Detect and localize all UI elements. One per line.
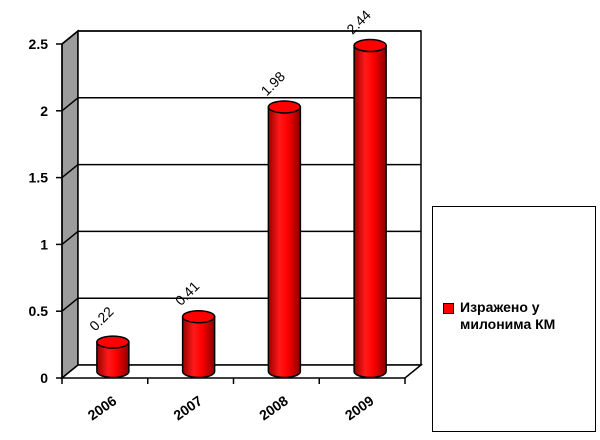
bar-body [267,106,302,379]
legend-entry: Изражено у милонима КМ [443,299,592,333]
floor [59,364,424,379]
gridline-side [61,297,79,312]
side-wall [61,29,79,380]
y-tick-label: 1.5 [29,170,49,186]
x-tick-label: 2008 [256,392,291,423]
legend-swatch [443,303,454,314]
y-tick-label: 1 [40,236,48,252]
gridline-side [61,30,79,45]
legend-series-label: Изражено у милонима КМ [460,299,556,332]
bar-body [96,341,130,379]
bar-top [96,335,130,349]
y-tick-label: 2 [40,103,48,119]
y-tick-label: 0.5 [29,303,49,319]
bar [181,309,216,379]
bar-body [353,44,387,379]
gridline-side [61,164,79,179]
bar [353,38,387,379]
bar [96,335,130,379]
x-tick-label: 2006 [85,392,120,423]
y-tick-label: 0 [40,370,48,386]
bar-body [181,315,216,379]
legend: Изражено у милонима КМ [432,206,596,432]
x-tick-label: 2007 [170,392,205,423]
gridline-side [61,230,79,245]
bar-top [267,100,302,114]
y-tick-label: 2.5 [29,36,49,52]
x-tick-label: 2009 [342,392,377,423]
gridline-side [61,97,79,112]
bar-top [353,38,387,53]
bar [267,100,302,379]
bar-top [181,309,216,324]
